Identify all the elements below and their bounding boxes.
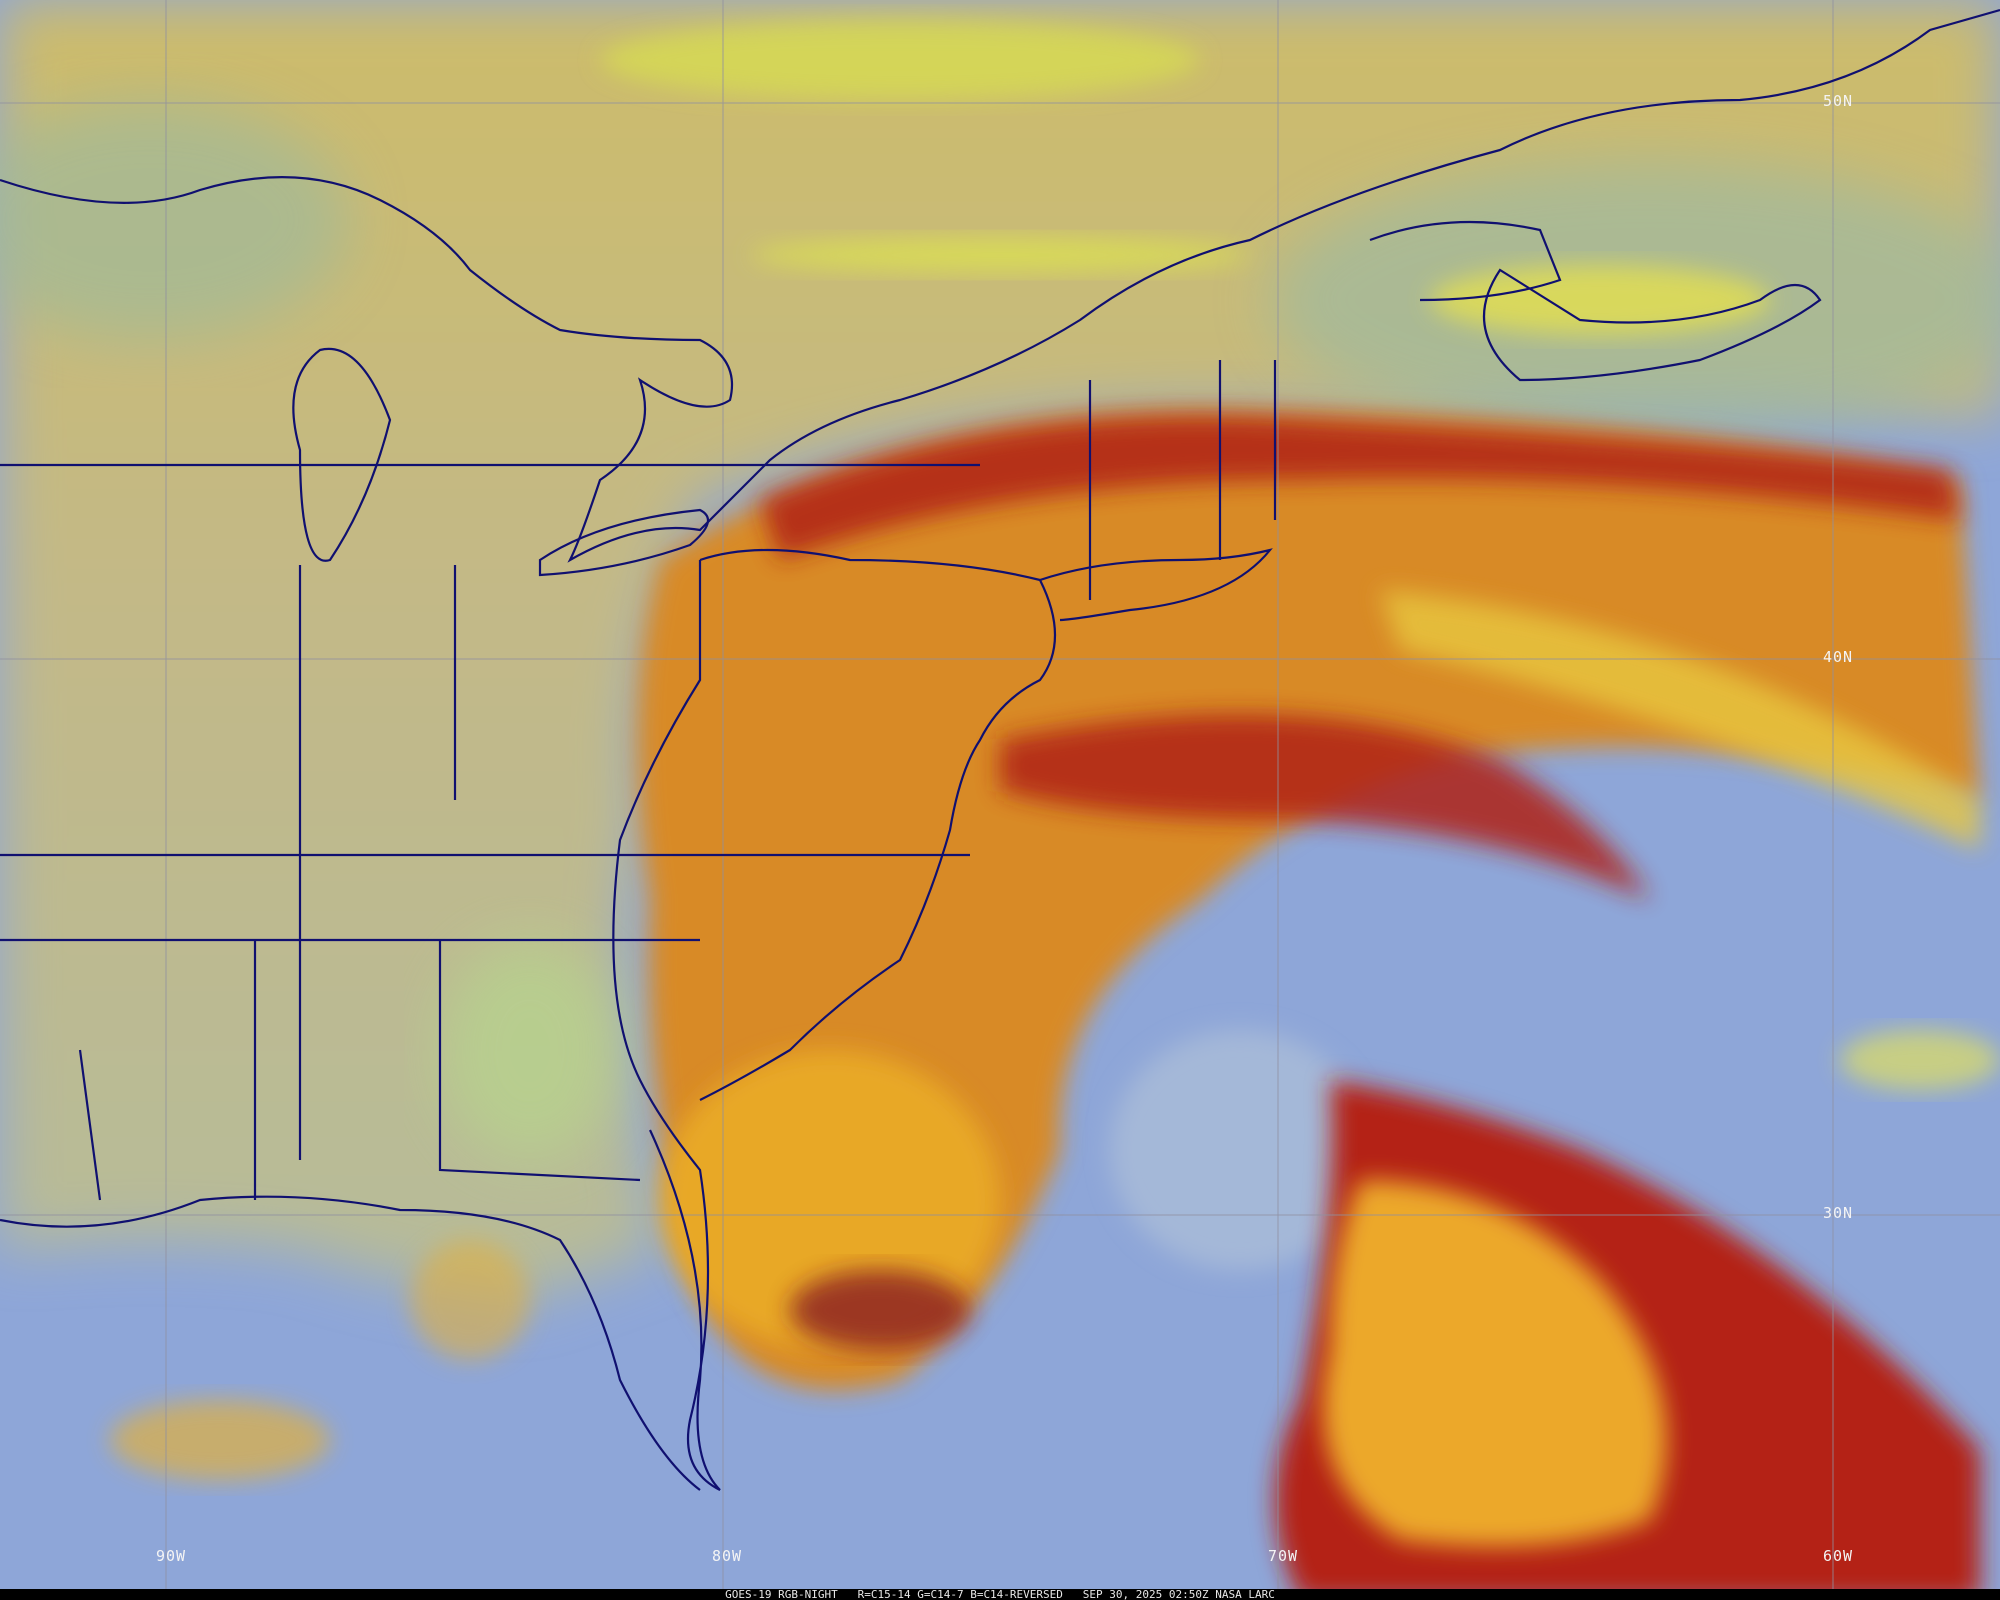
cloud-region bbox=[440, 940, 620, 1160]
caption-bar: GOES-19 RGB-NIGHT R=C15-14 G=C14-7 B=C14… bbox=[0, 1589, 2000, 1600]
lon-label-60w: 60W bbox=[1823, 1547, 1854, 1565]
cloud-region bbox=[1380, 590, 1980, 850]
cloud-region bbox=[1110, 1030, 1370, 1270]
political-boundaries bbox=[0, 8, 2000, 1491]
cloud-region bbox=[110, 1400, 330, 1480]
lon-label-70w: 70W bbox=[1268, 1547, 1299, 1565]
cloud-region bbox=[0, 100, 350, 340]
cloud-region bbox=[750, 237, 1250, 273]
hurricane-core bbox=[1323, 1180, 1667, 1547]
lat-label-50n: 50N bbox=[1823, 92, 1854, 110]
cloud-region bbox=[1430, 265, 1770, 335]
lon-label-80w: 80W bbox=[712, 1547, 743, 1565]
caption-satellite: GOES-19 RGB-NIGHT bbox=[725, 1588, 838, 1600]
cloud-region bbox=[410, 1240, 530, 1360]
cloud-region bbox=[1000, 714, 1650, 900]
lat-label-40n: 40N bbox=[1823, 648, 1854, 666]
cloud-region bbox=[600, 20, 1200, 100]
caption-datetime: SEP 30, 2025 02:50Z NASA LARC bbox=[1082, 1588, 1275, 1600]
lat-label-30n: 30N bbox=[1823, 1204, 1854, 1222]
caption-channels: R=C15-14 G=C14-7 B=C14-REVERSED bbox=[857, 1588, 1063, 1600]
cloud-region bbox=[760, 416, 1960, 560]
cloud-region bbox=[1840, 1030, 2000, 1090]
lon-label-90w: 90W bbox=[156, 1547, 187, 1565]
cloud-region bbox=[790, 1270, 970, 1350]
